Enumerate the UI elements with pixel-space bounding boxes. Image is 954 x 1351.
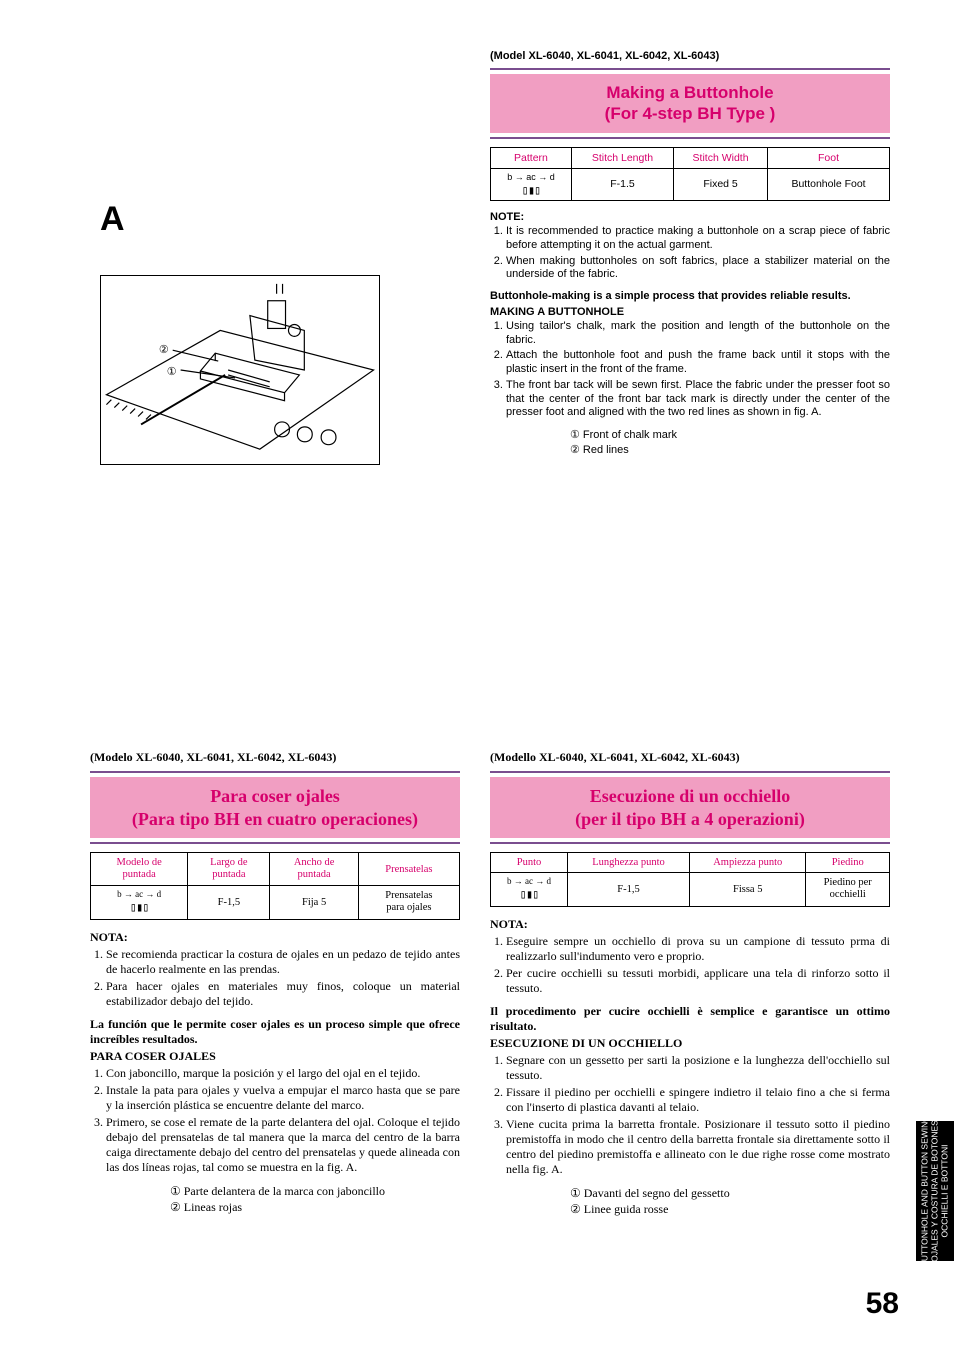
td-foot-en: Buttonhole Foot [768,168,890,201]
legend-en: ① Front of chalk mark ② Red lines [570,428,890,459]
step-es: Con jaboncillo, marque la posición y el … [106,1066,460,1081]
section-head-it: ESECUZIONE DI UN OCCHIELLO [490,1036,890,1051]
page-number: 58 [866,1287,899,1321]
td-pattern-it: b → ac → d ▯▮▯ [491,873,568,907]
legend-line-en: ① Front of chalk mark [570,428,890,443]
legend-line-it: ② Linee guida rosse [570,1201,890,1218]
step-es: Primero, se cose el remate de la parte d… [106,1115,460,1175]
steps-list-es: Con jaboncillo, marque la posición y el … [90,1066,460,1175]
th-foot-es: Prensatelas [358,853,459,886]
stitch-table-it: Punto Lunghezza punto Ampiezza punto Pie… [490,852,890,907]
legend-line-it: ① Davanti del segno del gessetto [570,1185,890,1202]
intro-bold-es: La función que le permite coser ojales e… [90,1017,460,1047]
stitch-table-es: Modelo depuntada Largo depuntada Ancho d… [90,852,460,920]
heading-en-l2: (For 4-step BH Type ) [494,103,886,124]
figure-label: A [100,200,125,239]
legend-line-es: ② Lineas rojas [170,1199,460,1216]
td-len-it: F-1,5 [568,873,690,907]
note-item-en: When making buttonholes on soft fabrics,… [506,255,890,283]
step-es: Instale la pata para ojales y vuelva a e… [106,1083,460,1113]
figure-a-diagram: ① ② [100,275,380,465]
legend-line-es: ① Parte delantera de la marca con jabonc… [170,1183,460,1200]
th-pattern-en: Pattern [491,147,572,168]
legend-line-en: ② Red lines [570,443,890,458]
note-head-it: NOTA: [490,917,890,932]
section-head-es: PARA COSER OJALES [90,1049,460,1064]
td-foot-it: Piedino perocchielli [806,873,890,907]
note-list-it: Eseguire sempre un occhiello di prova su… [490,934,890,996]
th-len-it: Lunghezza punto [568,853,690,873]
th-len-es: Largo depuntada [188,853,270,886]
pattern-label-en: b → ac → d [493,173,569,182]
steps-list-it: Segnare con un gessetto per sarti la pos… [490,1053,890,1177]
section-side-tab: BUTTONHOLE AND BUTTON SEWING OJALES Y CO… [916,1121,954,1261]
model-line-en: (Model XL-6040, XL-6041, XL-6042, XL-604… [490,50,890,62]
note-item-es: Se recomienda practicar la costura de oj… [106,947,460,977]
note-head-es: NOTA: [90,930,460,945]
note-item-it: Eseguire sempre un occhiello di prova su… [506,934,890,964]
note-head-en: NOTE: [490,211,890,223]
note-list-en: It is recommended to practice making a b… [490,225,890,282]
svg-text:①: ① [167,366,177,378]
spanish-section: (Modelo XL-6040, XL-6041, XL-6042, XL-60… [90,750,460,1216]
model-line-es: (Modelo XL-6040, XL-6041, XL-6042, XL-60… [90,750,460,765]
step-it: Viene cucita prima la barretta frontale.… [506,1117,890,1177]
step-en: Using tailor's chalk, mark the position … [506,320,890,348]
heading-en: Making a Buttonhole (For 4-step BH Type … [490,74,890,133]
side-tab-text: BUTTONHOLE AND BUTTON SEWING OJALES Y CO… [920,1115,949,1267]
intro-bold-it: Il procedimento per cucire occhielli è s… [490,1004,890,1034]
heading-es-l2: (Para tipo BH en cuatro operaciones) [94,808,456,831]
figure-a-container: ① ② [100,255,440,465]
th-wid-en: Stitch Width [674,147,768,168]
pattern-glyph-es: ▯▮▯ [130,901,149,913]
note-item-it: Per cucire occhielli su tessuti morbidi,… [506,966,890,996]
steps-list-en: Using tailor's chalk, mark the position … [490,320,890,420]
heading-en-l1: Making a Buttonhole [494,82,886,103]
td-wid-es: Fija 5 [270,886,358,920]
svg-text:②: ② [159,344,169,356]
step-it: Fissare il piedino per occhielli e sping… [506,1085,890,1115]
td-pattern-en: b → ac → d ▯▮▯ [491,168,572,201]
td-len-en: F-1.5 [571,168,673,201]
th-len-en: Stitch Length [571,147,673,168]
heading-it-l1: Esecuzione di un occhiello [494,785,886,808]
intro-bold-en: Buttonhole-making is a simple process th… [490,290,890,304]
italian-section: (Modello XL-6040, XL-6041, XL-6042, XL-6… [490,750,890,1218]
td-foot-es: Prensatelaspara ojales [358,886,459,920]
step-en: The front bar tack will be sewn first. P… [506,379,890,420]
th-pattern-it: Punto [491,853,568,873]
heading-es-l1: Para coser ojales [94,785,456,808]
note-item-en: It is recommended to practice making a b… [506,225,890,253]
legend-es: ① Parte delantera de la marca con jabonc… [170,1183,460,1217]
th-foot-it: Piedino [806,853,890,873]
step-it: Segnare con un gessetto per sarti la pos… [506,1053,890,1083]
pattern-glyph-en: ▯▮▯ [522,184,541,196]
td-wid-it: Fissa 5 [690,873,806,907]
step-en: Attach the buttonhole foot and push the … [506,349,890,377]
pattern-label-it: b → ac → d [493,877,565,886]
section-head-en: MAKING A BUTTONHOLE [490,306,890,318]
th-wid-it: Ampiezza punto [690,853,806,873]
th-pattern-es: Modelo depuntada [91,853,188,886]
note-list-es: Se recomienda practicar la costura de oj… [90,947,460,1009]
heading-es: Para coser ojales (Para tipo BH en cuatr… [90,777,460,838]
legend-it: ① Davanti del segno del gessetto ② Linee… [570,1185,890,1219]
td-len-es: F-1,5 [188,886,270,920]
th-wid-es: Ancho depuntada [270,853,358,886]
heading-it-l2: (per il tipo BH a 4 operazioni) [494,808,886,831]
th-foot-en: Foot [768,147,890,168]
td-pattern-es: b → ac → d ▯▮▯ [91,886,188,920]
pattern-label-es: b → ac → d [93,890,185,899]
td-wid-en: Fixed 5 [674,168,768,201]
stitch-table-en: Pattern Stitch Length Stitch Width Foot … [490,147,890,202]
heading-it: Esecuzione di un occhiello (per il tipo … [490,777,890,838]
pattern-glyph-it: ▯▮▯ [520,888,539,900]
model-line-it: (Modello XL-6040, XL-6041, XL-6042, XL-6… [490,750,890,765]
note-item-es: Para hacer ojales en materiales muy fino… [106,979,460,1009]
english-section: (Model XL-6040, XL-6041, XL-6042, XL-604… [490,50,890,459]
